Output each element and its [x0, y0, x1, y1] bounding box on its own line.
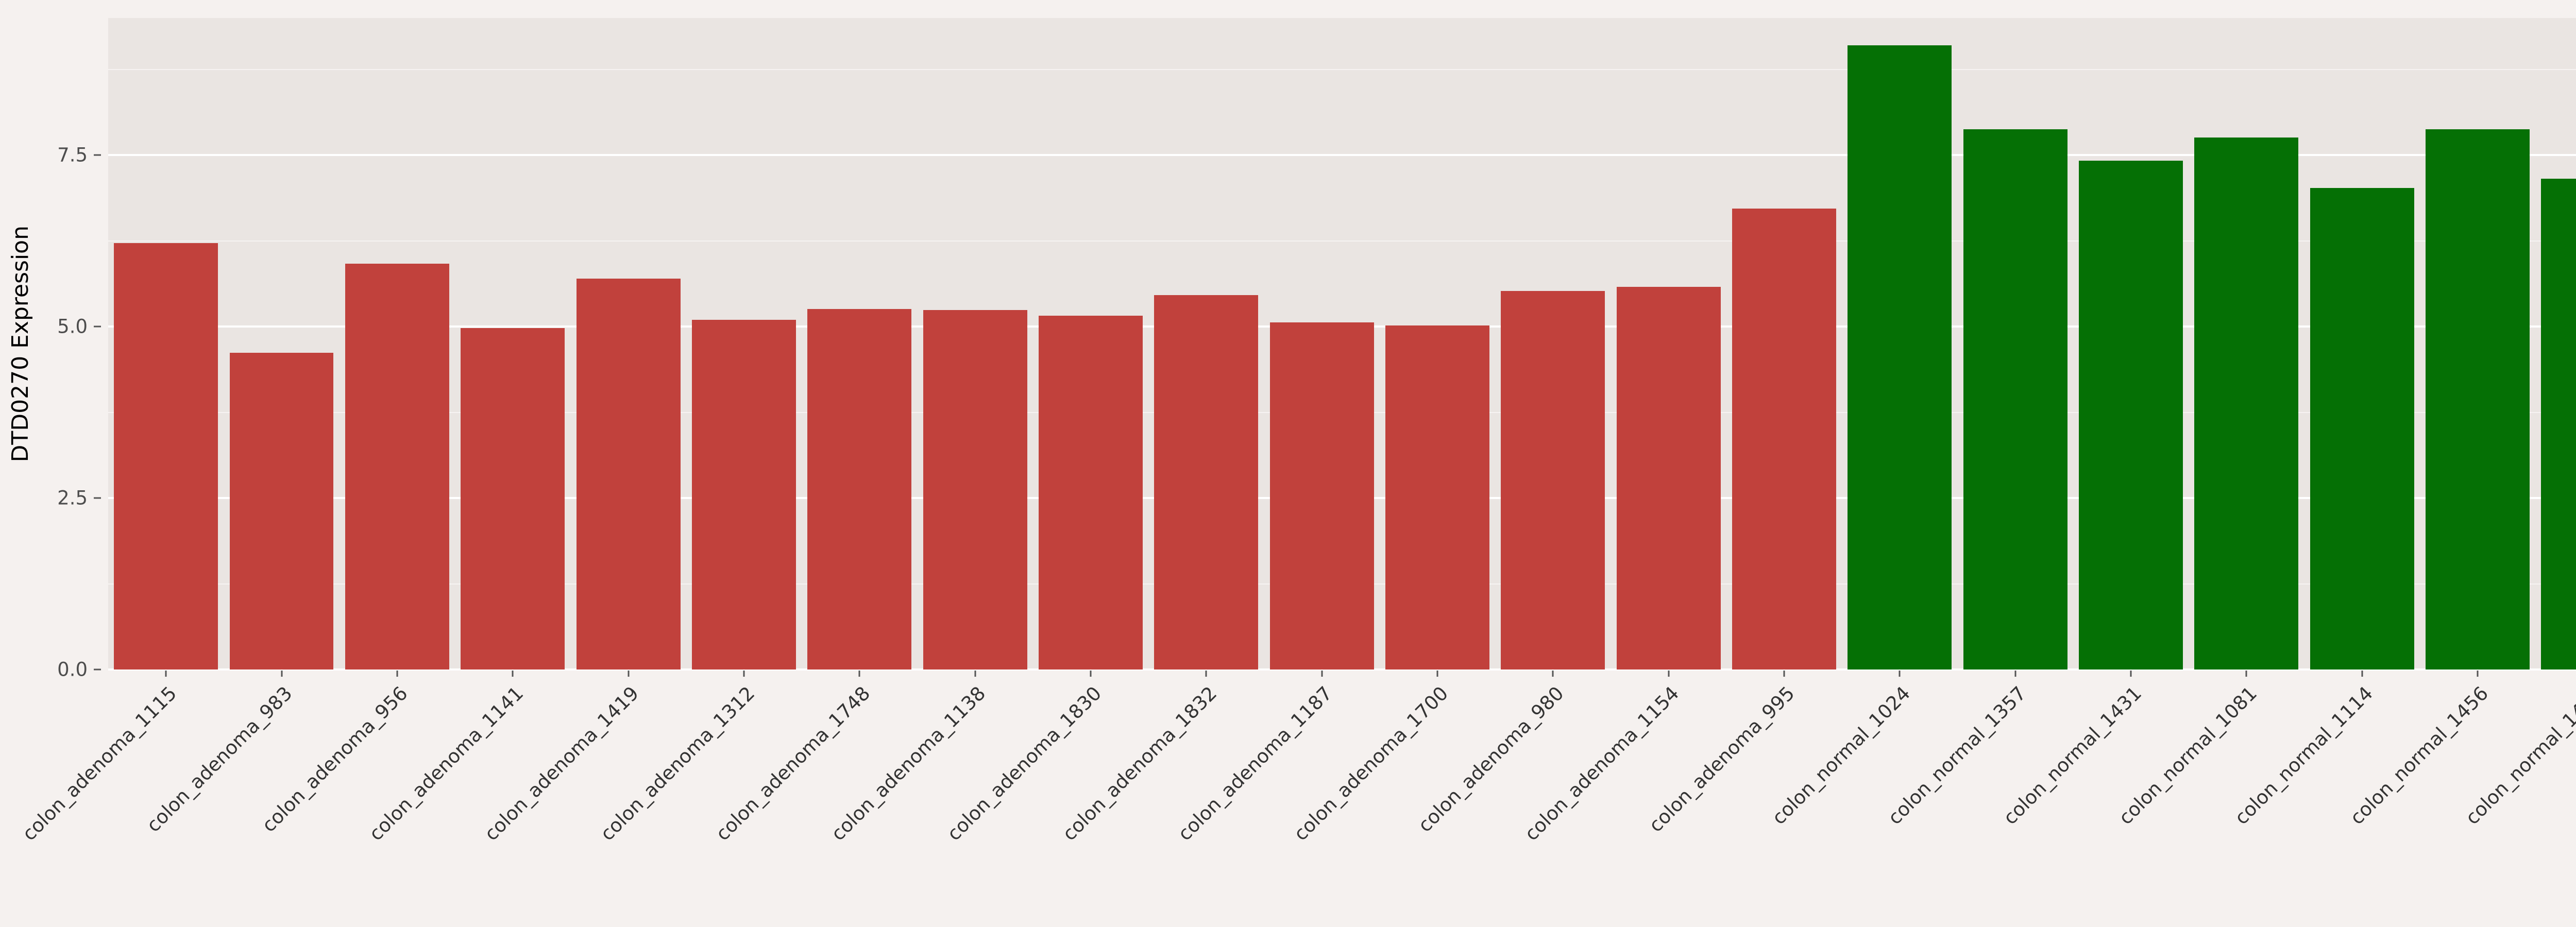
x-tick-mark — [165, 670, 167, 677]
x-tick-mark — [1668, 670, 1670, 677]
bar-slot — [1380, 18, 1495, 670]
x-tick-mark — [974, 670, 976, 677]
gridline-major — [108, 154, 2576, 157]
x-tick-mark — [858, 670, 860, 677]
x-tick-mark — [1321, 670, 1323, 677]
x-tick-mark — [743, 670, 745, 677]
bar-colon_adenoma_1419 — [576, 279, 681, 670]
bar-slot — [1726, 18, 1842, 670]
bar-slot — [686, 18, 802, 670]
x-tick-mark — [1436, 670, 1438, 677]
plot-panel — [108, 18, 2576, 671]
gridline-minor — [108, 240, 2576, 242]
bar-slot — [1958, 18, 2073, 670]
x-tick-mark — [2361, 670, 2363, 677]
y-axis-ticks: 0.0 2.5 5.0 7.5 — [0, 18, 101, 679]
x-tick-mark — [1205, 670, 1207, 677]
y-tick-mark — [94, 668, 101, 671]
bar-colon_adenoma_980 — [1501, 290, 1605, 670]
bar-colon_adenoma_983 — [229, 352, 334, 670]
y-axis-label: DTD0270 Expression — [7, 18, 33, 670]
y-tick-label: 5.0 — [57, 315, 88, 338]
bar-colon_normal_1440 — [2541, 178, 2576, 670]
x-tick-mark — [2245, 670, 2247, 677]
bar-slot — [2420, 18, 2535, 670]
x-tick-mark — [2477, 670, 2479, 677]
bar-colon_adenoma_1115 — [114, 243, 218, 670]
bar-colon_adenoma_1138 — [923, 310, 1027, 670]
bar-slot — [2304, 18, 2420, 670]
bar-colon_adenoma_1830 — [1038, 315, 1143, 670]
x-tick-mark — [396, 670, 398, 677]
x-tick-mark — [281, 670, 283, 677]
bar-slot — [108, 18, 224, 670]
bar-slot — [917, 18, 1032, 670]
x-tick-mark — [1783, 670, 1785, 677]
x-tick-mark — [1552, 670, 1554, 677]
x-tick-mark — [512, 670, 514, 677]
x-tick-mark — [2130, 670, 2132, 677]
bar-colon_adenoma_1748 — [807, 308, 912, 670]
y-tick-mark — [94, 497, 101, 499]
bar-slot — [1033, 18, 1148, 670]
bar-slot — [224, 18, 339, 670]
bar-slot — [802, 18, 917, 670]
y-tick-label: 2.5 — [57, 487, 88, 509]
y-tick-label: 7.5 — [57, 144, 88, 166]
bar-colon_adenoma_1700 — [1385, 325, 1489, 670]
bar-colon_adenoma_956 — [345, 263, 449, 670]
gridline-minor — [108, 68, 2576, 70]
gridline-major — [108, 668, 2576, 671]
bar-slot — [2189, 18, 2304, 670]
bar-slot — [2535, 18, 2576, 670]
bar-colon_adenoma_1141 — [461, 328, 565, 670]
y-tick-mark — [94, 154, 101, 156]
bar-slot — [340, 18, 455, 670]
bar-slot — [570, 18, 686, 670]
bar-colon_normal_1357 — [1963, 129, 2067, 670]
bar-colon_adenoma_1187 — [1269, 322, 1374, 670]
y-tick-mark — [94, 325, 101, 328]
x-tick-mark — [628, 670, 630, 677]
x-tick-mark — [1899, 670, 1901, 677]
x-tick-mark — [1090, 670, 1092, 677]
bar-colon_normal_1456 — [2426, 129, 2530, 670]
bar-slot — [1264, 18, 1379, 670]
y-axis-label-text: DTD0270 Expression — [7, 225, 33, 462]
bar-colon_adenoma_1154 — [1616, 286, 1721, 670]
x-tick-mark — [2014, 670, 2016, 677]
y-tick-label: 0.0 — [57, 658, 88, 681]
bar-colon_normal_1081 — [2194, 137, 2299, 670]
bar-colon_normal_1431 — [2079, 160, 2183, 670]
bar-slot — [1495, 18, 1611, 670]
bar-colon_adenoma_1832 — [1154, 295, 1259, 670]
bar-slot — [2073, 18, 2189, 670]
bar-colon_normal_1024 — [1848, 45, 1952, 670]
bars-container — [108, 18, 2576, 670]
bar-slot — [455, 18, 570, 670]
bar-slot — [1148, 18, 1264, 670]
x-axis-labels: colon_adenoma_1115 colon_adenoma_983 colon… — [18, 670, 2576, 927]
bar-colon_adenoma_995 — [1732, 209, 1836, 670]
bar-colon_normal_1114 — [2310, 188, 2414, 670]
bar-colon_adenoma_1312 — [691, 319, 796, 670]
bar-slot — [1842, 18, 1957, 670]
bar-slot — [1611, 18, 1726, 670]
